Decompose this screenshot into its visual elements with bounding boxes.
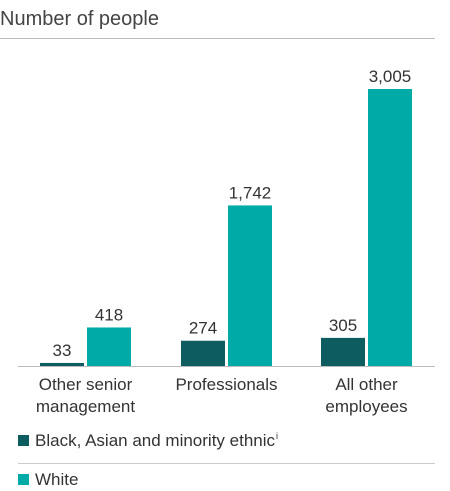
bar <box>40 362 84 366</box>
data-label: 3,005 <box>369 67 412 86</box>
x-tick-label: Professionals <box>175 375 277 394</box>
data-label: 33 <box>53 341 72 360</box>
data-label: 274 <box>189 319 217 338</box>
bar <box>87 327 131 366</box>
bar <box>368 89 412 366</box>
x-tick-label: Other senior management <box>36 375 136 416</box>
chart-subtitle: Number of people <box>0 8 159 30</box>
x-tick-label-line: employees <box>325 397 407 416</box>
legend-swatch <box>18 435 29 446</box>
legend-label: Black, Asian and minority ethnic <box>35 431 276 450</box>
bar <box>181 340 225 366</box>
x-tick-label-line: All other <box>335 375 398 394</box>
footnote-marker: i <box>276 431 278 441</box>
data-label: 305 <box>329 316 357 335</box>
data-label: 1,742 <box>229 183 272 202</box>
data-label: 418 <box>95 305 123 324</box>
bar <box>321 337 365 366</box>
legend-label: White <box>35 470 78 489</box>
x-tick-label-line: Professionals <box>175 375 277 394</box>
x-tick-label: All other employees <box>325 375 407 416</box>
x-tick-label-line: Other senior <box>39 375 133 394</box>
legend-swatch <box>18 474 29 485</box>
x-tick-label-line: management <box>36 397 136 416</box>
bar <box>228 205 272 366</box>
